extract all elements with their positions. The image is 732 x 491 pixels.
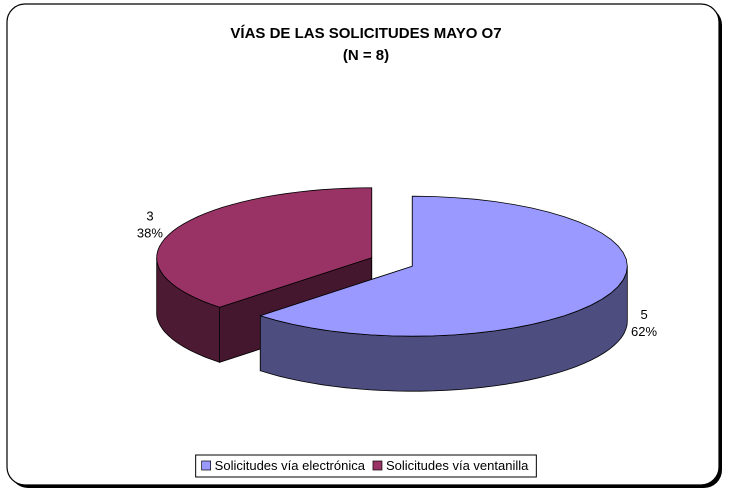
chart-subtitle: (N = 8) <box>343 47 389 64</box>
data-label-value: 3 <box>146 209 153 224</box>
legend-label: Solicitudes vía ventanilla <box>386 458 529 473</box>
data-label-percent: 38% <box>137 226 163 241</box>
legend-swatch <box>372 460 383 471</box>
legend-swatch <box>201 460 212 471</box>
data-label-percent: 62% <box>631 324 657 339</box>
data-label-value: 5 <box>640 307 647 322</box>
legend-box <box>195 454 537 478</box>
legend: Solicitudes vía electrónica Solicitudes v… <box>195 454 537 478</box>
pie: 5 62% 3 38% <box>137 187 658 392</box>
chart-title: VÍAS DE LAS SOLICITUDES MAYO O7 <box>230 25 501 42</box>
legend-label: Solicitudes vía electrónica <box>215 458 366 473</box>
slice <box>258 195 628 337</box>
slice <box>156 187 373 308</box>
